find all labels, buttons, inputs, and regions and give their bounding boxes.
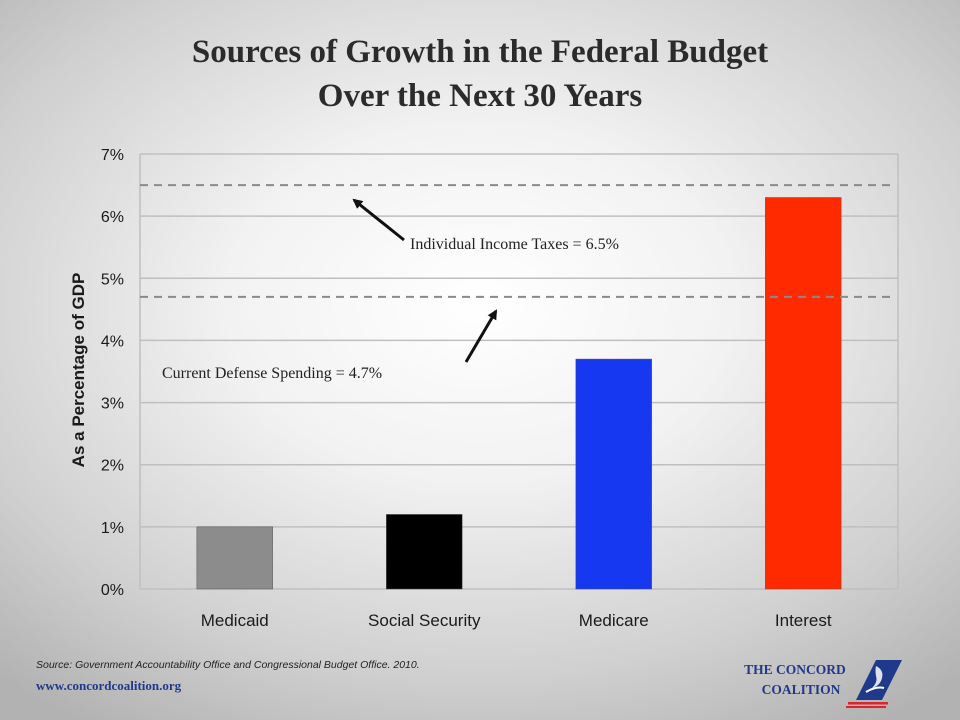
page-title: Sources of Growth in the Federal Budget …: [0, 30, 960, 118]
y-tick-label: 5%: [101, 271, 124, 288]
title-line-1: Sources of Growth in the Federal Budget: [191, 34, 769, 70]
x-tick-label: Medicaid: [201, 611, 269, 630]
minuteman-emblem-icon: [846, 660, 902, 708]
y-tick-label: 6%: [101, 209, 124, 226]
defense-arrow: [464, 309, 498, 363]
x-tick-label: Social Security: [368, 611, 481, 630]
y-tick-label: 1%: [101, 520, 124, 537]
x-tick-label: Interest: [775, 611, 832, 630]
defense-annotation: Current Defense Spending = 4.7%: [162, 365, 382, 382]
income-tax-annotation: Individual Income Taxes = 6.5%: [410, 236, 619, 253]
bar-social-security: [386, 514, 463, 590]
y-tick-label: 3%: [101, 396, 124, 413]
x-tick-label: Medicare: [579, 611, 649, 630]
y-tick-label: 2%: [101, 458, 124, 475]
y-tick-label: 7%: [101, 147, 124, 164]
bar-interest: [765, 197, 842, 590]
logo-line-2: COALITION: [761, 682, 841, 697]
title-line-2: Over the Next 30 Years: [317, 78, 643, 114]
y-tick-label: 4%: [101, 333, 124, 350]
y-axis-label: As a Percentage of GDP: [69, 273, 88, 468]
y-tick-label: 0%: [101, 582, 124, 599]
concord-coalition-logo: THE CONCORD COALITION: [730, 656, 910, 708]
source-note: Source: Government Accountability Office…: [36, 659, 420, 671]
y-tick-labels: 0% 1% 2% 3% 4% 5% 6% 7%: [101, 147, 124, 599]
bars: [196, 197, 842, 590]
website-link[interactable]: www.concordcoalition.org: [36, 678, 182, 693]
bar-medicare: [575, 358, 652, 590]
bar-medicaid: [196, 526, 273, 590]
x-tick-labels: Medicaid Social Security Medicare Interest: [201, 611, 832, 630]
logo-line-1: THE CONCORD: [744, 662, 846, 677]
income-tax-arrow: [352, 198, 405, 242]
